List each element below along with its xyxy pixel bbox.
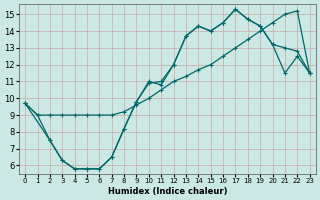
X-axis label: Humidex (Indice chaleur): Humidex (Indice chaleur) (108, 187, 227, 196)
